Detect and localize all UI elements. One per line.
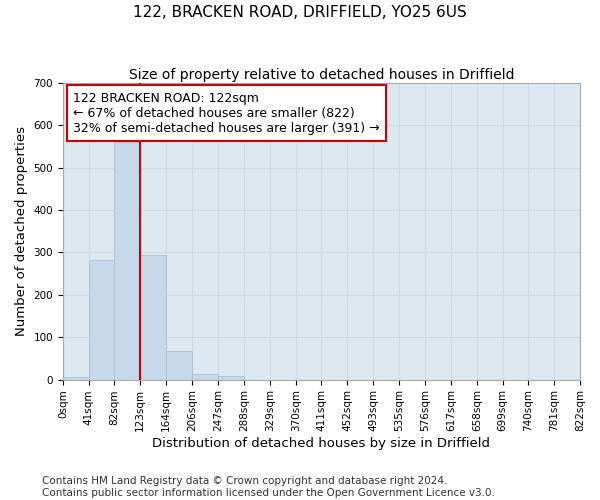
- Text: 122 BRACKEN ROAD: 122sqm
← 67% of detached houses are smaller (822)
32% of semi-: 122 BRACKEN ROAD: 122sqm ← 67% of detach…: [73, 92, 380, 134]
- Bar: [89, 260, 115, 380]
- Bar: [166, 351, 193, 380]
- Bar: [63, 376, 89, 380]
- Bar: [115, 142, 140, 380]
- Text: 122, BRACKEN ROAD, DRIFFIELD, YO25 6US: 122, BRACKEN ROAD, DRIFFIELD, YO25 6US: [133, 5, 467, 20]
- Bar: [193, 374, 218, 380]
- Title: Size of property relative to detached houses in Driffield: Size of property relative to detached ho…: [129, 68, 514, 82]
- X-axis label: Distribution of detached houses by size in Driffield: Distribution of detached houses by size …: [152, 437, 490, 450]
- Bar: [140, 256, 166, 380]
- Y-axis label: Number of detached properties: Number of detached properties: [15, 126, 28, 336]
- Bar: [218, 376, 244, 380]
- Text: Contains HM Land Registry data © Crown copyright and database right 2024.
Contai: Contains HM Land Registry data © Crown c…: [42, 476, 495, 498]
